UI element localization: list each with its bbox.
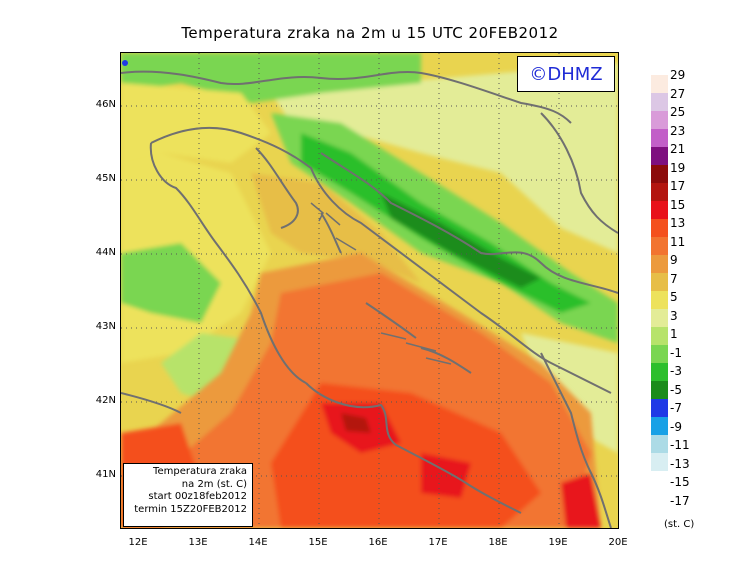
- legend-swatch: [651, 309, 668, 327]
- legend-swatch: [651, 255, 668, 273]
- map-title: Temperatura zraka na 2m u 15 UTC 20FEB20…: [181, 24, 559, 42]
- temperature-field: [121, 53, 618, 528]
- legend-label: 13: [670, 216, 686, 230]
- info-box: Temperatura zraka na 2m (st. C) start 00…: [123, 463, 253, 527]
- lat-label-43n: 43N: [95, 321, 116, 332]
- lon-label-13e: 13E: [188, 537, 208, 548]
- lon-label-18e: 18E: [488, 537, 508, 548]
- legend-swatch: [651, 453, 668, 471]
- info-line-2: na 2m (st. C): [181, 478, 247, 490]
- legend-label: -7: [670, 401, 682, 415]
- lat-label-41n: 41N: [95, 469, 116, 480]
- lon-label-20e: 20E: [608, 537, 628, 548]
- legend-swatch: [651, 165, 668, 183]
- legend-swatch: [651, 471, 668, 489]
- legend-label: -3: [670, 364, 682, 378]
- legend-label: -15: [670, 475, 690, 489]
- legend-swatch: [651, 93, 668, 111]
- info-line-4: termin 15Z20FEB2012: [134, 503, 247, 515]
- legend-label: 5: [670, 290, 678, 304]
- legend-swatch: [651, 111, 668, 129]
- legend-label: -17: [670, 493, 690, 508]
- legend-label: -13: [670, 456, 690, 471]
- dhmz-logo: ©DHMZ: [517, 56, 615, 92]
- info-line-1: Temperatura zraka: [153, 466, 247, 477]
- legend-swatch: [651, 147, 668, 165]
- legend-label: 11: [670, 234, 686, 249]
- temperature-map[interactable]: [120, 52, 619, 529]
- legend-label: 3: [670, 308, 678, 323]
- legend-label: 29: [670, 68, 686, 82]
- lon-label-14e: 14E: [248, 537, 268, 548]
- legend-label: 25: [670, 105, 686, 119]
- legend-swatch: [651, 219, 668, 237]
- legend-label: 7: [670, 271, 678, 286]
- legend-swatch: [651, 345, 668, 363]
- legend-label: 9: [670, 253, 678, 267]
- info-line-3: start 00z18feb2012: [148, 491, 247, 502]
- lon-label-16e: 16E: [368, 537, 388, 548]
- legend-label: 1: [670, 327, 678, 341]
- legend-swatch: [651, 435, 668, 453]
- legend-label: 23: [670, 123, 686, 138]
- lat-label-46n: 46N: [95, 99, 116, 110]
- lon-label-15e: 15E: [308, 537, 328, 548]
- legend-swatch: [651, 183, 668, 201]
- legend-label: 15: [670, 197, 686, 212]
- legend-swatch: [651, 327, 668, 345]
- legend-label: -9: [670, 419, 682, 434]
- legend-label: 17: [670, 179, 686, 193]
- lat-label-44n: 44N: [95, 247, 116, 258]
- legend-swatch: [651, 291, 668, 309]
- legend-swatch: [651, 363, 668, 381]
- legend-swatch: [651, 417, 668, 435]
- legend-swatch: [651, 237, 668, 255]
- legend-swatch: [651, 129, 668, 147]
- legend-label: 27: [670, 86, 686, 101]
- lon-label-17e: 17E: [428, 537, 448, 548]
- legend-label: -5: [670, 382, 682, 397]
- legend-swatch: [651, 273, 668, 291]
- lon-label-12e: 12E: [128, 537, 148, 548]
- legend-swatch: [651, 75, 668, 93]
- legend-label: 19: [670, 160, 686, 175]
- lat-label-45n: 45N: [95, 173, 116, 184]
- legend-label: -11: [670, 438, 690, 452]
- legend-unit: (st. C): [664, 519, 695, 530]
- legend-label: -1: [670, 345, 682, 360]
- legend-swatch: [651, 381, 668, 399]
- legend-swatch: [651, 201, 668, 219]
- color-legend: [651, 75, 668, 489]
- lat-label-42n: 42N: [95, 395, 116, 406]
- lon-label-19e: 19E: [548, 537, 568, 548]
- legend-label: 21: [670, 142, 686, 156]
- legend-swatch: [651, 399, 668, 417]
